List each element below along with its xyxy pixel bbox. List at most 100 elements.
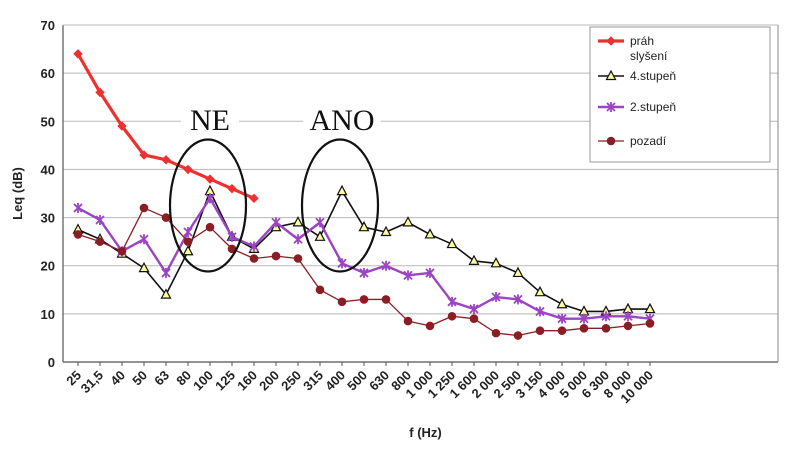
y-tick-label: 40 (41, 162, 55, 177)
legend-label: pozadí (630, 134, 667, 148)
data-point (623, 311, 633, 322)
highlight-ellipse (168, 138, 248, 273)
data-point (469, 314, 479, 323)
data-point (534, 285, 546, 297)
x-tick-label: 400 (322, 368, 348, 394)
legend-label: 2.stupeň (630, 100, 676, 114)
data-point (446, 237, 458, 249)
legend-label: práh slyšení (630, 34, 668, 63)
legend-item: 4.stupeň (598, 69, 676, 83)
legend-item: 2.stupeň (598, 100, 676, 114)
legend-marker (606, 136, 616, 146)
data-point (579, 324, 589, 333)
data-point (205, 193, 215, 204)
data-point (403, 316, 413, 326)
series-1 (73, 49, 259, 204)
data-point (645, 319, 655, 328)
data-point (403, 270, 413, 281)
data-point (535, 306, 545, 317)
annotation-box (303, 102, 381, 137)
data-point (336, 184, 348, 196)
data-point (314, 230, 326, 241)
series-group (72, 49, 656, 340)
data-point (183, 227, 193, 238)
data-point (556, 297, 568, 309)
x-tick-label: 630 (366, 368, 392, 394)
data-point (95, 237, 105, 246)
x-tick-label: 200 (256, 368, 282, 394)
x-tick-label: 160 (234, 368, 260, 394)
y-tick-label: 50 (41, 114, 55, 129)
data-point (491, 328, 501, 338)
annotation-box (181, 102, 239, 137)
data-point (490, 257, 502, 268)
series-3 (73, 193, 655, 324)
data-point (557, 326, 567, 336)
data-point (512, 266, 524, 278)
legend: práh slyšení 4.stupeň 2.stupeň pozadí (589, 26, 771, 163)
data-point (447, 311, 457, 321)
legend-marker (606, 36, 616, 46)
data-point (117, 121, 127, 131)
data-point (139, 234, 149, 245)
data-point (182, 244, 194, 256)
data-point (424, 228, 436, 239)
data-point (293, 254, 303, 263)
data-point (161, 155, 171, 165)
x-tick-label: 40 (107, 368, 128, 389)
data-point (402, 216, 414, 227)
x-tick-label: 125 (212, 368, 238, 394)
x-tick-label: 500 (344, 368, 370, 394)
annotation-label: NE (190, 104, 230, 137)
data-point (579, 313, 589, 324)
data-point (315, 285, 325, 295)
legend-label: 4.stupeň (630, 69, 676, 83)
data-point (73, 49, 83, 59)
data-point (205, 174, 215, 184)
data-point (293, 234, 303, 245)
data-point (95, 87, 105, 98)
annotation-label: ANO (310, 104, 375, 137)
data-point (359, 267, 369, 278)
legend-item: pozadí (598, 134, 667, 148)
y-tick-label: 70 (41, 18, 55, 33)
x-axis-title: f (Hz) (409, 425, 442, 440)
y-tick-label: 0 (48, 355, 55, 370)
legend-box (589, 26, 771, 163)
x-tick-label: 100 (190, 368, 216, 394)
data-point (73, 230, 83, 239)
data-point (161, 267, 171, 278)
y-tick-label: 10 (41, 307, 55, 322)
data-point (95, 214, 105, 225)
x-tick-label: 50 (129, 368, 150, 389)
data-point (337, 258, 347, 269)
data-point (491, 292, 501, 303)
y-axis-title: Leq (dB) (10, 167, 25, 220)
data-point (425, 267, 435, 278)
legend-marker (606, 102, 616, 112)
axes (62, 24, 779, 366)
data-point (73, 202, 83, 213)
data-point (183, 164, 193, 175)
data-point (315, 217, 325, 228)
annotations: NE ANO (168, 102, 381, 273)
data-point (381, 295, 391, 304)
legend-marker (605, 69, 617, 81)
x-tick-label: 80 (173, 368, 194, 389)
data-point (160, 288, 172, 299)
data-point (337, 297, 347, 307)
data-point (249, 193, 259, 204)
data-point (535, 326, 545, 336)
data-point (138, 261, 150, 273)
x-tick-label: 63 (151, 368, 172, 389)
highlight-ellipse (300, 138, 380, 273)
data-point (381, 260, 391, 271)
y-tick-labels: 0 10 20 30 40 50 60 70 (41, 18, 55, 370)
y-tick-label: 30 (41, 211, 55, 226)
data-point (205, 222, 215, 232)
legend-item: práh slyšení (598, 34, 668, 63)
data-point (513, 331, 523, 340)
data-point (271, 251, 281, 261)
